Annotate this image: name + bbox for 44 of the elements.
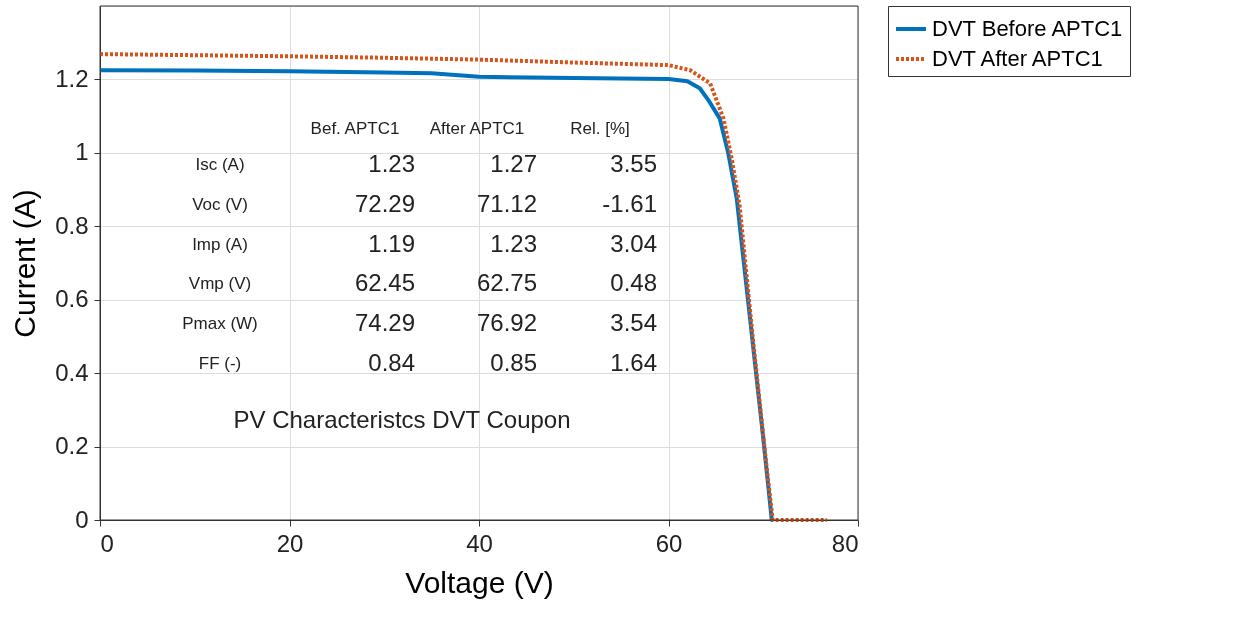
annotation: 74.29 [354, 309, 415, 337]
annotation: 76.92 [476, 309, 537, 337]
x-axis-title: Voltage (V) [405, 565, 554, 599]
legend-label: DVT Before APTC1 [932, 16, 1123, 41]
annotation: Vmp (V) [188, 274, 252, 294]
y-tick-label: 0 [75, 505, 89, 533]
y-tick-label: 0.6 [55, 285, 89, 313]
annotation: 1.64 [610, 349, 657, 376]
x-tick-label: 40 [466, 529, 493, 557]
x-tick-label: 80 [831, 529, 859, 557]
x-tick-label: 20 [276, 529, 304, 557]
annotation: Rel. [%] [570, 119, 630, 138]
annotation: 1.23 [490, 229, 537, 257]
annotation: 1.19 [368, 229, 415, 257]
annotation: 72.29 [354, 189, 415, 217]
annotation: 0.48 [610, 269, 657, 297]
annotation: PV Characteristcs DVT Coupon [233, 406, 571, 433]
annotation: 1.23 [368, 150, 415, 177]
annotation: 1.27 [490, 150, 537, 177]
y-tick-label: 1 [75, 138, 89, 166]
annotation: Pmax (W) [182, 314, 258, 334]
annotation: 3.54 [610, 309, 657, 337]
y-axis-title: Current (A) [8, 189, 42, 338]
annotation: 62.45 [354, 269, 415, 297]
y-tick-label: 0.8 [55, 211, 89, 239]
y-tick-label: 1.2 [55, 64, 89, 92]
annotation: Isc (A) [195, 155, 245, 174]
legend-label: DVT After APTC1 [932, 46, 1103, 71]
y-tick-label: 0.2 [55, 432, 89, 460]
annotation: After APTC1 [429, 119, 525, 138]
annotation: 3.04 [610, 229, 657, 257]
annotation: 71.12 [476, 189, 537, 217]
annotation: 62.75 [476, 269, 537, 297]
y-tick-label: 0.4 [55, 358, 89, 386]
annotation: -1.61 [602, 189, 657, 217]
annotation: Bef. APTC1 [310, 119, 400, 138]
annotation: 3.55 [610, 150, 657, 177]
annotation: 0.84 [368, 349, 415, 376]
annotation: Voc (V) [192, 194, 248, 214]
x-tick-label: 60 [655, 529, 683, 557]
x-tick-label: 0 [100, 529, 114, 557]
annotation: FF (-) [198, 354, 242, 373]
annotation: Imp (A) [192, 234, 248, 254]
annotation: 0.85 [490, 349, 537, 376]
